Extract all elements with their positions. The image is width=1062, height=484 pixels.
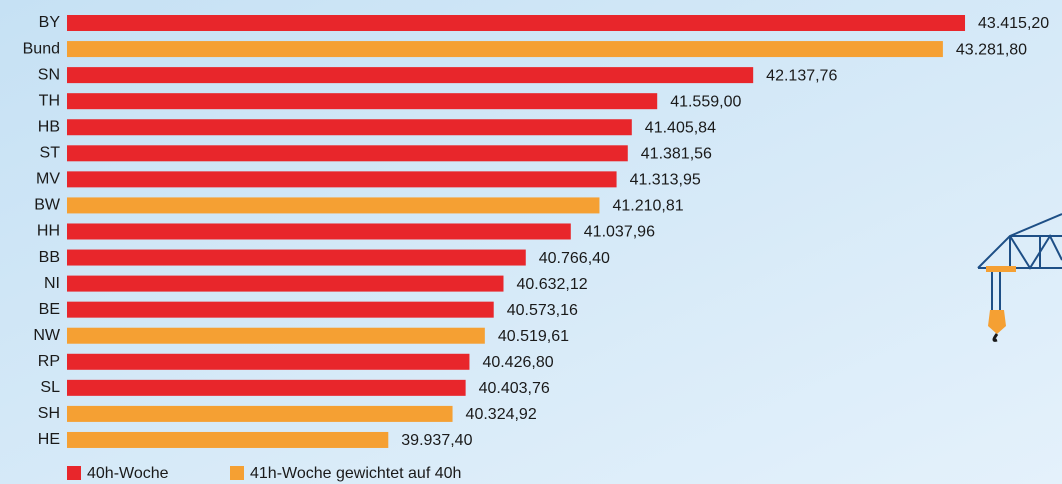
category-label: RP [38, 353, 60, 370]
legend-swatch [230, 466, 244, 480]
bar [67, 41, 943, 58]
bar [67, 249, 526, 266]
bar [67, 301, 494, 318]
bar [67, 379, 466, 396]
category-label: BW [34, 197, 61, 214]
bar [67, 327, 485, 344]
value-label: 40.632,12 [516, 276, 587, 293]
category-label: Bund [23, 40, 60, 57]
bar [67, 353, 470, 370]
value-label: 40.766,40 [539, 250, 610, 267]
bar [67, 197, 600, 214]
bar [67, 67, 754, 84]
bar [67, 223, 571, 240]
value-label: 43.281,80 [956, 41, 1027, 58]
category-label: HE [38, 431, 60, 448]
category-label: BB [39, 249, 60, 266]
bar [67, 405, 453, 422]
category-label: SH [38, 405, 60, 422]
category-label: HB [38, 118, 60, 135]
bar [67, 145, 628, 162]
legend-label: 40h-Woche [87, 465, 169, 482]
category-label: NW [33, 327, 61, 344]
value-label: 40.426,80 [482, 354, 553, 371]
category-label: ST [40, 145, 61, 162]
category-label: HH [37, 223, 60, 240]
bar [67, 171, 617, 188]
value-label: 41.559,00 [670, 93, 741, 110]
value-label: 41.037,96 [584, 224, 655, 241]
value-label: 41.313,95 [630, 172, 701, 189]
value-label: 40.573,16 [507, 302, 578, 319]
bar [67, 119, 632, 136]
legend-label: 41h-Woche gewichtet auf 40h [250, 465, 461, 482]
crane-icon [977, 213, 1062, 342]
category-label: NI [44, 275, 60, 292]
bar [67, 93, 658, 110]
value-label: 40.324,92 [466, 406, 537, 423]
value-label: 43.415,20 [978, 15, 1049, 32]
value-label: 42.137,76 [766, 67, 837, 84]
category-label: MV [36, 171, 60, 188]
legend-swatch [67, 466, 81, 480]
category-label: SN [38, 66, 60, 83]
value-label: 40.519,61 [498, 328, 569, 345]
value-label: 41.381,56 [641, 146, 712, 163]
value-label: 41.405,84 [645, 119, 716, 136]
value-label: 39.937,40 [401, 432, 472, 449]
category-label: BY [39, 14, 61, 31]
value-label: 40.403,76 [479, 380, 550, 397]
bar [67, 15, 966, 31]
category-label: SL [40, 379, 60, 396]
value-label: 41.210,81 [612, 198, 683, 215]
category-label: BE [39, 301, 60, 318]
plot: BY 43.415,20 Bund 43.281,80 SN 42.137,76 TH 41.… [23, 14, 1050, 482]
bar [67, 431, 389, 448]
bar [67, 275, 504, 292]
category-label: TH [39, 92, 60, 109]
